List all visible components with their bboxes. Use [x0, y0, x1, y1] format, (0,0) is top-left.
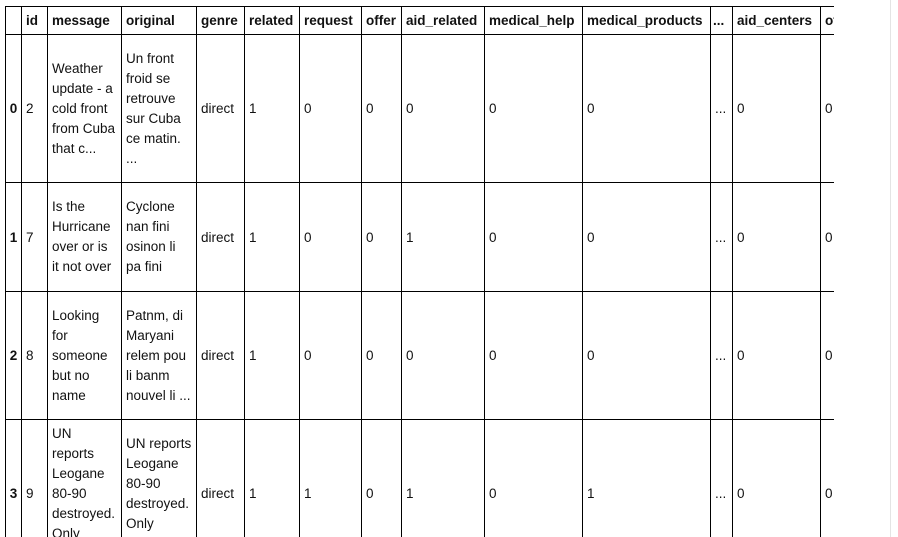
- cell-text: Looking for someone but no name: [52, 306, 117, 406]
- table-cell: 1: [245, 420, 300, 537]
- column-header: id: [22, 7, 48, 35]
- table-cell: Un front froid se retrouve sur Cuba ce m…: [122, 35, 197, 183]
- table-cell-ellipsis: ...: [711, 183, 733, 292]
- row-index: 2: [6, 292, 22, 420]
- table-cell-ellipsis: ...: [711, 420, 733, 537]
- table-cell: 0: [733, 420, 821, 537]
- table-row: 1 7 Is the Hurricane over or is it not o…: [6, 183, 835, 292]
- table-cell: 1: [245, 183, 300, 292]
- table-cell: direct: [197, 292, 245, 420]
- cell-text: UN reports Leogane 80-90 destroyed. Only…: [52, 424, 117, 537]
- table-cell: direct: [197, 183, 245, 292]
- column-header: aid_related: [402, 7, 485, 35]
- table-cell: UN reports Leogane 80-90 destroyed. Only…: [48, 420, 122, 537]
- cell-text: Is the Hurricane over or is it not over: [52, 197, 117, 277]
- table-cell: 0: [485, 183, 583, 292]
- table-cell: 7: [22, 183, 48, 292]
- dataframe-table: id message original genre related reques…: [5, 6, 834, 537]
- table-cell: 1: [583, 420, 711, 537]
- table-cell: 0: [733, 35, 821, 183]
- scroll-edge-divider: [890, 0, 891, 537]
- table-cell: Is the Hurricane over or is it not over: [48, 183, 122, 292]
- table-cell: 1: [402, 420, 485, 537]
- table-cell: 1: [402, 183, 485, 292]
- table-row: 2 8 Looking for someone but no name Patn…: [6, 292, 835, 420]
- table-cell: Weather update - a cold front from Cuba …: [48, 35, 122, 183]
- table-cell: 0: [300, 292, 362, 420]
- table-cell: direct: [197, 420, 245, 537]
- table-cell: 0: [583, 183, 711, 292]
- column-header: aid_centers: [733, 7, 821, 35]
- table-cell: 0: [821, 183, 835, 292]
- table-cell: 2: [22, 35, 48, 183]
- table-cell: 0: [402, 35, 485, 183]
- cell-text: Patnm, di Maryani relem pou li banm nouv…: [126, 306, 192, 406]
- table-cell-ellipsis: ...: [711, 35, 733, 183]
- index-header: [6, 7, 22, 35]
- table-row: 3 9 UN reports Leogane 80-90 destroyed. …: [6, 420, 835, 537]
- table-row: 0 2 Weather update - a cold front from C…: [6, 35, 835, 183]
- row-index: 0: [6, 35, 22, 183]
- table-cell: 0: [402, 292, 485, 420]
- table-cell: 0: [300, 35, 362, 183]
- table-cell: 0: [821, 292, 835, 420]
- table-cell: 9: [22, 420, 48, 537]
- table-cell: 0: [821, 420, 835, 537]
- cell-text: Weather update - a cold front from Cuba …: [52, 59, 117, 159]
- table-cell: 0: [821, 35, 835, 183]
- cell-text: Cyclone nan fini osinon li pa fini: [126, 197, 192, 277]
- table-cell: 0: [485, 292, 583, 420]
- table-cell: 0: [485, 420, 583, 537]
- column-header: offer: [362, 7, 402, 35]
- table-cell: 0: [362, 420, 402, 537]
- column-header: medical_help: [485, 7, 583, 35]
- row-index: 1: [6, 183, 22, 292]
- table-cell: Cyclone nan fini osinon li pa fini: [122, 183, 197, 292]
- column-header: genre: [197, 7, 245, 35]
- table-cell: 0: [583, 292, 711, 420]
- table-cell: 0: [733, 292, 821, 420]
- cell-text: UN reports Leogane 80-90 destroyed. Only…: [126, 434, 192, 537]
- table-cell: Looking for someone but no name: [48, 292, 122, 420]
- table-cell: 0: [733, 183, 821, 292]
- table-cell: UN reports Leogane 80-90 destroyed. Only…: [122, 420, 197, 537]
- table-cell: 1: [245, 35, 300, 183]
- table-cell: 0: [300, 183, 362, 292]
- cell-text: Un front froid se retrouve sur Cuba ce m…: [126, 49, 192, 169]
- table-cell: 0: [362, 35, 402, 183]
- table-cell-ellipsis: ...: [711, 292, 733, 420]
- column-header: message: [48, 7, 122, 35]
- table-cell: 0: [362, 292, 402, 420]
- column-header: request: [300, 7, 362, 35]
- column-header: original: [122, 7, 197, 35]
- table-cell: 0: [485, 35, 583, 183]
- column-header: related: [245, 7, 300, 35]
- header-row: id message original genre related reques…: [6, 7, 835, 35]
- table-cell: 8: [22, 292, 48, 420]
- table-cell: 0: [362, 183, 402, 292]
- row-index: 3: [6, 420, 22, 537]
- column-header: medical_products: [583, 7, 711, 35]
- column-header: other_infrastructure: [821, 7, 835, 35]
- table-cell: 0: [583, 35, 711, 183]
- table-cell: Patnm, di Maryani relem pou li banm nouv…: [122, 292, 197, 420]
- table-cell: 1: [245, 292, 300, 420]
- column-header-ellipsis: ...: [711, 7, 733, 35]
- dataframe-viewport[interactable]: id message original genre related reques…: [5, 6, 834, 537]
- table-cell: 1: [300, 420, 362, 537]
- table-cell: direct: [197, 35, 245, 183]
